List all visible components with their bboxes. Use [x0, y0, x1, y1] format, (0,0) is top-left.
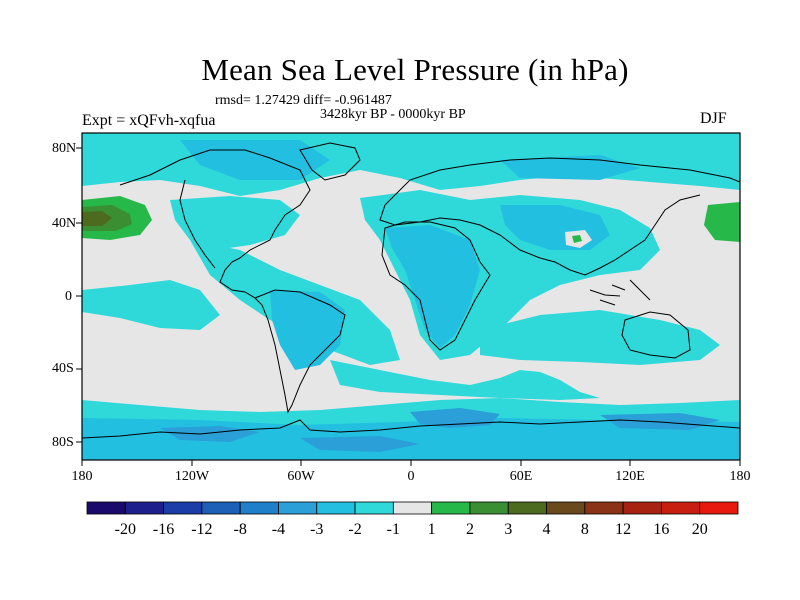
colorbar-label: 2 [466, 521, 474, 538]
coast-indonesia [589, 279, 651, 306]
colorbar-label: -12 [191, 521, 212, 538]
colorbar-swatch [124, 501, 164, 515]
colorbar-swatch [507, 501, 547, 515]
colorbar-label: 1 [428, 521, 436, 538]
coast-greenland [299, 142, 361, 181]
colorbar-label: -8 [234, 521, 247, 538]
coast-eurasia [379, 157, 740, 276]
stats-line: rmsd= 1.27429 diff= -0.961487 [215, 93, 392, 108]
period-label: 3428kyr BP - 0000kyr BP [320, 107, 466, 122]
lon-label-0: 0 [407, 469, 415, 484]
colorbar-label: 16 [653, 521, 669, 538]
coast-antarctica [82, 419, 740, 439]
pressure-field [82, 133, 740, 460]
lat-label-0: 0 [65, 289, 72, 304]
colorbar-label: 12 [615, 521, 631, 538]
experiment-label: Expt = xQFvh-xqfua [82, 112, 216, 129]
colorbar-swatch [699, 501, 739, 515]
field-npac-east [704, 202, 740, 242]
lon-label-120e: 120E [615, 469, 645, 484]
field-antarctic-deep [82, 418, 740, 460]
colorbar-swatch [661, 501, 701, 515]
field-siberia-deeper [500, 155, 640, 180]
coast-south-america [254, 289, 346, 414]
colorbar: -20 -16 -12 -8 -4 -3 -2 -1 1 2 3 4 8 12 16 20 [86, 501, 739, 538]
lat-label-40s: 40S [52, 361, 74, 376]
field-indian-ocean [480, 310, 720, 365]
colorbar-swatch [469, 501, 509, 515]
coast-australia [621, 311, 691, 359]
colorbar-label: -1 [387, 521, 400, 538]
colorbar-label: 4 [543, 521, 551, 538]
axis-ticks [76, 147, 741, 466]
colorbar-label: 8 [581, 521, 589, 538]
lon-label-120w: 120W [174, 469, 210, 484]
field-africa-deep [385, 225, 480, 348]
colorbar-swatch [431, 501, 471, 515]
coast-north-america [119, 149, 311, 299]
colorbar-swatch [316, 501, 356, 515]
field-tibet-green [572, 235, 582, 243]
map-title: Mean Sea Level Pressure (in hPa) [201, 52, 629, 87]
field-south-america [270, 290, 345, 370]
coastlines [82, 142, 740, 439]
colorbar-label: 20 [692, 521, 708, 538]
lon-label-60w: 60W [287, 469, 315, 484]
season-label: DJF [700, 110, 727, 127]
lon-label-60e: 60E [509, 469, 533, 484]
colorbar-label: -16 [153, 521, 174, 538]
colorbar-label: -4 [272, 521, 285, 538]
colorbar-label: -2 [348, 521, 361, 538]
colorbar-label: -3 [310, 521, 323, 538]
colorbar-swatch [584, 501, 624, 515]
colorbar-label: 3 [504, 521, 512, 538]
colorbar-swatch [392, 501, 433, 515]
field-antarctic-deeper-d [300, 436, 420, 452]
field-south-atlantic [330, 360, 600, 400]
colorbar-label: -20 [115, 521, 136, 538]
colorbar-swatch [622, 501, 662, 515]
colorbar-swatch [546, 501, 586, 515]
lat-label-80n: 80N [52, 141, 77, 156]
colorbar-swatch [354, 501, 394, 515]
colorbar-swatch [163, 501, 203, 515]
colorbar-swatch [201, 501, 241, 515]
coast-africa [381, 221, 491, 351]
colorbar-swatch [86, 501, 126, 515]
lon-label-180e: 180 [729, 469, 751, 484]
lat-label-40n: 40N [52, 216, 77, 231]
lat-label-80s: 80S [52, 435, 74, 450]
field-pacific-tongue [82, 280, 220, 330]
colorbar-swatch [239, 501, 279, 515]
colorbar-swatch [278, 501, 318, 515]
field-npac-west-peak [82, 211, 112, 226]
field-north-america [170, 196, 300, 250]
lon-label-180w: 180 [71, 469, 93, 484]
